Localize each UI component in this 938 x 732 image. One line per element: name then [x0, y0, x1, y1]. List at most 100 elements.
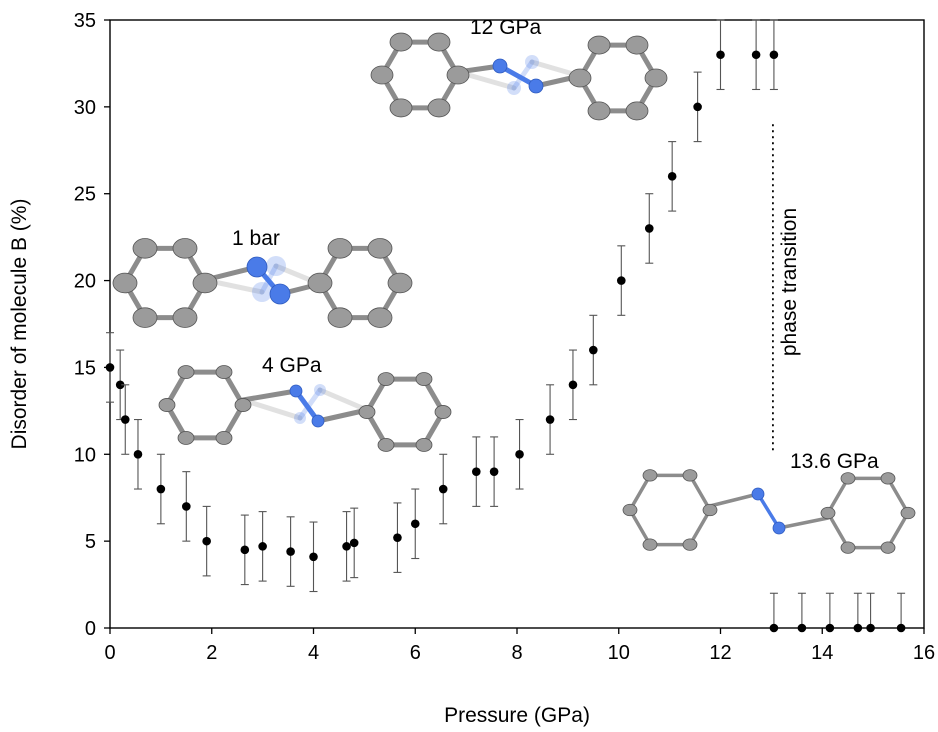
bond: [688, 473, 712, 512]
bond: [756, 492, 781, 530]
structure-13-6-gpa: [622, 469, 916, 554]
carbon-atom: [622, 503, 638, 517]
data-point: [545, 384, 555, 455]
data-point: [240, 514, 250, 586]
bond: [886, 476, 910, 515]
x-tick-label: 0: [104, 642, 115, 664]
bond: [240, 397, 303, 421]
data-marker: [751, 50, 761, 60]
carbon-atom: [377, 437, 395, 452]
y-tick-label: 35: [74, 10, 96, 32]
carbon-atom: [644, 68, 668, 88]
data-point: [568, 349, 578, 421]
data-point: [866, 592, 875, 633]
carbon-atom: [358, 405, 376, 419]
carbon-atom: [389, 32, 413, 52]
bond: [511, 59, 535, 91]
bond: [708, 492, 760, 508]
structure-12-gpa: [370, 32, 668, 121]
bond: [317, 387, 370, 413]
bond: [886, 511, 910, 550]
data-point: [105, 332, 115, 403]
data-marker: [568, 380, 578, 390]
data-marker: [410, 519, 420, 529]
carbon-atom: [192, 272, 218, 294]
carbon-atom: [172, 307, 198, 328]
carbon-atom: [880, 541, 896, 554]
y-axis-title: Disorder of molecule B (%): [8, 199, 31, 450]
carbon-atom: [158, 398, 176, 412]
data-point: [589, 314, 598, 386]
data-marker: [286, 547, 295, 556]
data-marker: [896, 623, 906, 633]
x-tick-label: 10: [608, 642, 630, 664]
data-marker: [182, 502, 191, 511]
bond: [688, 508, 712, 547]
structure-4-gpa: [158, 365, 452, 452]
carbon-atom: [387, 272, 413, 294]
ghost-nitrogen-atom: [294, 412, 306, 424]
data-marker: [644, 224, 654, 233]
carbon-atom: [172, 238, 198, 259]
data-marker: [349, 538, 359, 548]
carbon-atom: [642, 469, 658, 482]
nitrogen-atom: [311, 414, 325, 428]
carbon-atom: [367, 238, 393, 259]
data-point: [853, 592, 863, 633]
carbon-atom: [820, 506, 836, 520]
carbon-atom: [880, 472, 896, 485]
data-point: [667, 141, 677, 212]
bond: [826, 511, 850, 550]
x-tick-label: 14: [811, 642, 833, 664]
data-point: [769, 592, 779, 633]
y-tick-label: 10: [74, 444, 96, 466]
ghost-nitrogen-atom: [525, 55, 539, 69]
carbon-atom: [840, 541, 856, 554]
x-tick-label: 6: [410, 642, 421, 664]
axis-ticks: 0 2 4 6 8 10 12 14 16 0 5 10 15 20 25 30 35: [74, 10, 935, 664]
carbon-atom: [427, 32, 451, 52]
data-marker: [589, 345, 598, 355]
nitrogen-atom: [492, 58, 508, 74]
carbon-atom: [177, 430, 195, 445]
carbon-atom: [587, 35, 611, 55]
y-tick-label: 0: [85, 618, 96, 640]
data-marker: [769, 623, 779, 633]
carbon-atom: [682, 538, 698, 551]
data-marker: [472, 467, 481, 476]
data-point: [202, 505, 211, 577]
data-marker: [202, 536, 211, 546]
data-point: [393, 502, 402, 573]
data-point: [286, 516, 295, 587]
bond: [777, 516, 830, 530]
data-point: [258, 511, 267, 582]
data-marker: [120, 415, 130, 424]
data-marker: [545, 415, 555, 424]
x-tick-label: 4: [308, 642, 319, 664]
ghost-nitrogen-atom: [314, 384, 326, 396]
data-point: [716, 19, 725, 91]
data-marker: [105, 363, 115, 372]
data-point: [515, 418, 524, 490]
data-marker: [667, 172, 677, 181]
y-tick-label: 20: [74, 271, 96, 293]
carbon-atom: [702, 503, 718, 517]
carbon-atom: [112, 272, 138, 294]
data-marker: [716, 50, 725, 60]
carbon-atom: [307, 272, 333, 294]
y-tick-label: 25: [74, 184, 96, 206]
carbon-atom: [215, 430, 233, 445]
data-marker: [258, 542, 267, 551]
data-point: [115, 349, 125, 421]
carbon-atom: [367, 307, 393, 328]
carbon-atom: [132, 307, 158, 328]
nitrogen-atom: [772, 521, 786, 535]
x-tick-label: 2: [206, 642, 217, 664]
data-point: [751, 19, 761, 91]
data-point: [156, 453, 166, 525]
data-point: [489, 436, 499, 507]
data-marker: [853, 623, 863, 633]
data-marker: [438, 484, 448, 494]
carbon-atom: [327, 238, 353, 259]
